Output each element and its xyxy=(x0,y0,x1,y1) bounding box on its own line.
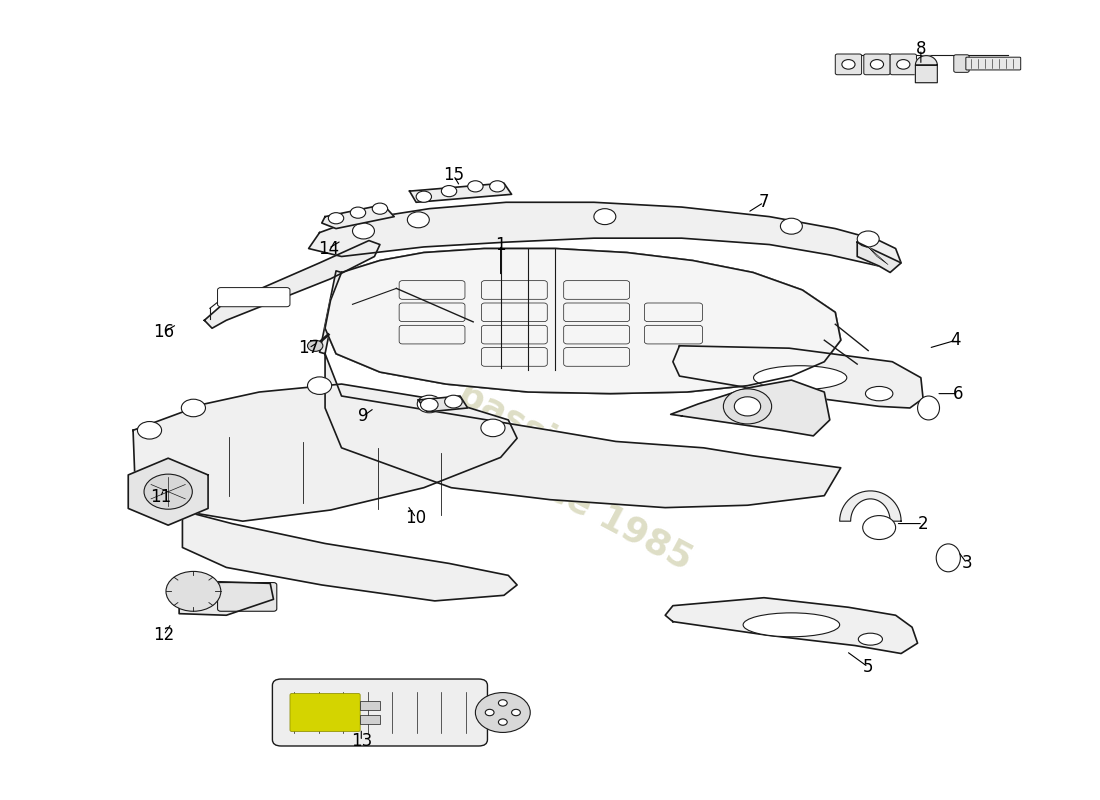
Circle shape xyxy=(594,209,616,225)
Circle shape xyxy=(468,181,483,192)
FancyBboxPatch shape xyxy=(360,701,379,710)
Circle shape xyxy=(329,213,343,224)
Text: 5: 5 xyxy=(862,658,873,676)
Text: 9: 9 xyxy=(359,407,369,425)
Polygon shape xyxy=(915,56,937,82)
Text: 16: 16 xyxy=(153,323,174,342)
Text: 3: 3 xyxy=(961,554,972,573)
Text: 14: 14 xyxy=(318,239,339,258)
Circle shape xyxy=(857,231,879,247)
Circle shape xyxy=(144,474,192,510)
FancyBboxPatch shape xyxy=(218,582,277,611)
Text: passion for
parts since 1985: passion for parts since 1985 xyxy=(383,350,717,577)
Ellipse shape xyxy=(744,613,839,637)
Circle shape xyxy=(842,59,855,69)
Polygon shape xyxy=(409,183,512,202)
Circle shape xyxy=(490,181,505,192)
Polygon shape xyxy=(309,202,901,269)
Circle shape xyxy=(308,377,332,394)
Polygon shape xyxy=(868,247,888,265)
Circle shape xyxy=(724,389,771,424)
Polygon shape xyxy=(320,271,341,354)
FancyBboxPatch shape xyxy=(966,57,1021,70)
Circle shape xyxy=(444,395,462,408)
Circle shape xyxy=(441,186,456,197)
Circle shape xyxy=(896,59,910,69)
Text: 8: 8 xyxy=(915,40,926,58)
Ellipse shape xyxy=(754,366,847,390)
Circle shape xyxy=(417,395,441,413)
FancyBboxPatch shape xyxy=(890,54,916,74)
Text: 2: 2 xyxy=(917,514,928,533)
Text: 1: 1 xyxy=(495,235,506,254)
Text: 15: 15 xyxy=(443,166,464,184)
Text: 7: 7 xyxy=(759,194,769,211)
Polygon shape xyxy=(322,205,394,229)
Circle shape xyxy=(352,223,374,239)
Circle shape xyxy=(870,59,883,69)
Polygon shape xyxy=(179,582,274,615)
Ellipse shape xyxy=(866,386,893,401)
Text: 6: 6 xyxy=(953,385,964,402)
Circle shape xyxy=(407,212,429,228)
Circle shape xyxy=(512,710,520,716)
Text: 10: 10 xyxy=(406,509,427,527)
Circle shape xyxy=(420,398,438,411)
Circle shape xyxy=(475,693,530,733)
FancyBboxPatch shape xyxy=(218,287,290,306)
Circle shape xyxy=(780,218,802,234)
Circle shape xyxy=(308,340,323,351)
FancyBboxPatch shape xyxy=(290,694,360,732)
Polygon shape xyxy=(326,249,840,394)
Ellipse shape xyxy=(936,544,960,572)
Circle shape xyxy=(735,397,761,416)
Polygon shape xyxy=(326,249,840,394)
Text: 17: 17 xyxy=(298,339,319,357)
Polygon shape xyxy=(418,396,468,412)
Polygon shape xyxy=(205,241,380,328)
Ellipse shape xyxy=(858,633,882,645)
Polygon shape xyxy=(666,598,917,654)
Polygon shape xyxy=(839,491,901,521)
Ellipse shape xyxy=(917,396,939,420)
Polygon shape xyxy=(673,346,923,408)
Circle shape xyxy=(498,700,507,706)
Polygon shape xyxy=(133,384,517,521)
Circle shape xyxy=(166,571,221,611)
Circle shape xyxy=(485,710,494,716)
Polygon shape xyxy=(857,242,901,273)
FancyBboxPatch shape xyxy=(954,55,969,72)
FancyBboxPatch shape xyxy=(360,715,379,725)
Polygon shape xyxy=(326,354,840,508)
FancyBboxPatch shape xyxy=(273,679,487,746)
Circle shape xyxy=(416,191,431,202)
Polygon shape xyxy=(671,380,829,436)
Circle shape xyxy=(862,515,895,539)
Circle shape xyxy=(481,419,505,437)
Text: 11: 11 xyxy=(150,488,172,506)
Polygon shape xyxy=(183,512,517,601)
Text: 12: 12 xyxy=(153,626,175,644)
Circle shape xyxy=(498,719,507,726)
Circle shape xyxy=(138,422,162,439)
Text: 13: 13 xyxy=(351,732,372,750)
Circle shape xyxy=(182,399,206,417)
Polygon shape xyxy=(129,458,208,525)
FancyBboxPatch shape xyxy=(835,54,861,74)
Text: 4: 4 xyxy=(950,331,961,350)
Circle shape xyxy=(372,203,387,214)
Circle shape xyxy=(350,207,365,218)
FancyBboxPatch shape xyxy=(864,54,890,74)
